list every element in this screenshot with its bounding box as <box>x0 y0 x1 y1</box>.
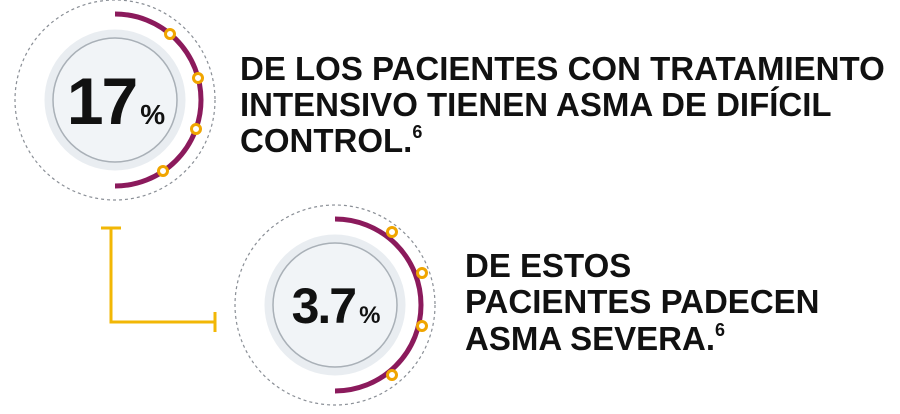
reference: 6 <box>715 320 725 340</box>
description-text: CONTROL. <box>240 122 412 159</box>
unit: % <box>359 302 380 329</box>
stat-description: DE LOS PACIENTES CON TRATAMIENTO INTENSI… <box>240 50 885 159</box>
stat-description: DE ESTOS PACIENTES PADECEN ASMA SEVERA.6 <box>465 247 820 357</box>
stat-badge: 17% <box>14 0 216 201</box>
description-line: ASMA SEVERA.6 <box>465 320 725 357</box>
stat-value: 17% <box>67 64 165 138</box>
description-line: INTENSIVO TIENEN ASMA DE DIFÍCIL <box>240 86 832 123</box>
value: 3.7 <box>292 278 356 334</box>
description-line: DE ESTOS <box>465 247 631 284</box>
stat-badge: 3.7% <box>234 204 436 406</box>
connector <box>101 226 217 332</box>
unit: % <box>140 99 165 130</box>
description-line: CONTROL.6 <box>240 122 422 159</box>
description-line: PACIENTES PADECEN <box>465 283 820 320</box>
reference: 6 <box>412 122 422 142</box>
stat-value: 3.7% <box>292 278 381 334</box>
description-line: DE LOS PACIENTES CON TRATAMIENTO <box>240 50 885 87</box>
value: 17 <box>67 64 136 138</box>
description-text: ASMA SEVERA. <box>465 320 715 357</box>
